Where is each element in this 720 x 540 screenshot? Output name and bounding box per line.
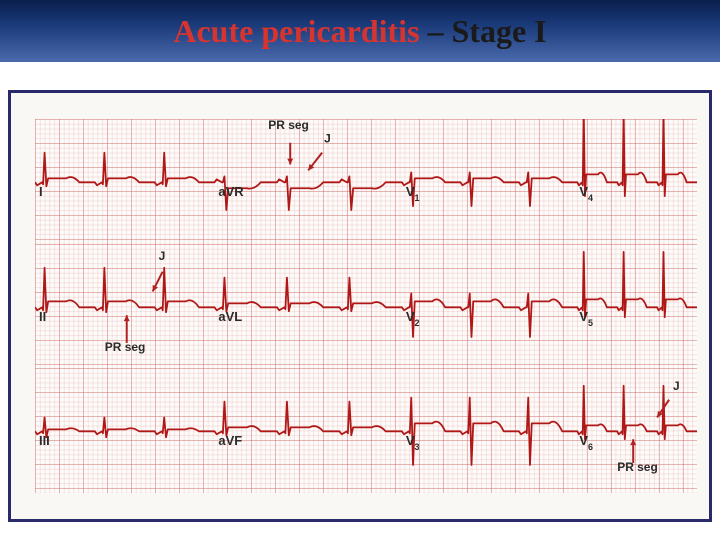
ecg-trace-row-2: IIaVLV2V5JPR seg <box>35 244 697 369</box>
ecg-trace-row-3: IIIaVFV3V6JPR seg <box>35 368 697 493</box>
ecg-grid-paper: IaVRV1V4PR segJ IIaVLV2V5JPR seg IIIaVFV… <box>35 119 697 493</box>
slide-header: Acute pericarditis – Stage I <box>0 0 720 62</box>
ecg-frame: IaVRV1V4PR segJ IIaVLV2V5JPR seg IIIaVFV… <box>8 90 712 522</box>
arrow-icon <box>153 271 163 291</box>
arrow-icon <box>124 315 130 343</box>
lead-label: V6 <box>579 434 593 453</box>
ecg-trace-row-1: IaVRV1V4PR segJ <box>35 119 697 244</box>
lead-label: aVR <box>218 184 244 199</box>
annotation-label: J <box>324 132 331 146</box>
ecg-waveform <box>35 386 697 465</box>
lead-label: III <box>39 434 50 449</box>
annotation-label: J <box>673 379 680 393</box>
lead-label: aVF <box>218 434 242 449</box>
lead-label: I <box>39 184 43 199</box>
annotation-label: PR seg <box>617 460 658 474</box>
lead-label: V4 <box>579 184 593 203</box>
arrow-icon <box>308 153 322 171</box>
lead-label: V5 <box>579 309 593 328</box>
ecg-waveform <box>35 119 697 210</box>
slide-title: Acute pericarditis – Stage I <box>173 13 546 50</box>
lead-label: aVL <box>218 309 242 324</box>
lead-label: II <box>39 309 46 324</box>
title-part-red: Acute pericarditis <box>173 13 427 49</box>
annotation-label: PR seg <box>268 119 309 132</box>
annotation-label: J <box>159 249 166 263</box>
annotation-label: PR seg <box>105 340 146 354</box>
title-part-black: – Stage I <box>428 13 547 49</box>
ecg-row-1: IaVRV1V4PR segJ <box>35 119 697 244</box>
ecg-row-3: IIIaVFV3V6JPR seg <box>35 368 697 493</box>
ecg-waveform <box>35 252 697 337</box>
arrow-icon <box>287 143 293 165</box>
ecg-row-2: IIaVLV2V5JPR seg <box>35 244 697 369</box>
